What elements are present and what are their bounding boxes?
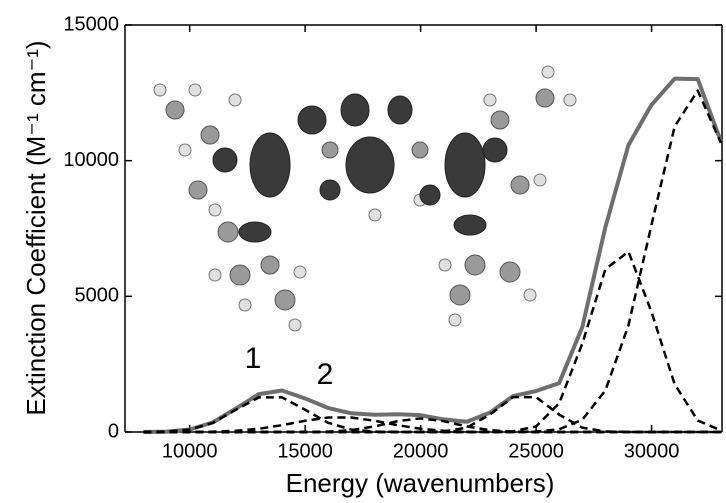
- component-line: [143, 91, 720, 432]
- page: Energy (wavenumbers) Extinction Coeffici…: [0, 0, 726, 503]
- y-tick-label: 10000: [63, 149, 119, 171]
- y-axis-label: Extinction Coefficient (M⁻¹ cm⁻¹): [21, 40, 51, 415]
- chart: Energy (wavenumbers) Extinction Coeffici…: [0, 0, 726, 503]
- x-tick-label: 10000: [162, 440, 218, 462]
- y-tick-label: 5000: [75, 285, 120, 307]
- component-line: [143, 252, 720, 432]
- band-annotation: 2: [317, 358, 334, 391]
- x-tick-label: 25000: [508, 440, 564, 462]
- band-annotation: 1: [245, 342, 262, 375]
- component-line: [143, 397, 720, 432]
- x-tick-label: 30000: [624, 440, 680, 462]
- component-line: [143, 397, 720, 432]
- y-tick-label: 0: [108, 420, 119, 442]
- x-axis-label: Energy (wavenumbers): [286, 468, 555, 498]
- y-tick-label: 15000: [63, 13, 119, 35]
- molecule-illustration: [154, 66, 576, 331]
- total-line: [143, 79, 720, 432]
- x-tick-label: 15000: [277, 440, 333, 462]
- plot-frame: [125, 25, 722, 432]
- x-tick-label: 20000: [393, 440, 449, 462]
